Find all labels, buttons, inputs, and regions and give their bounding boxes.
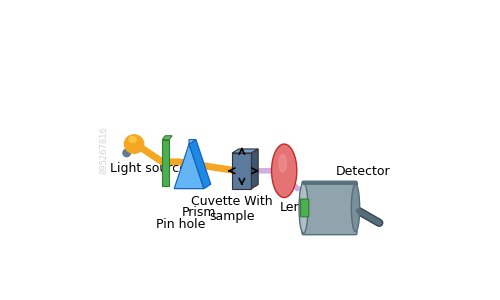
FancyBboxPatch shape: [302, 181, 357, 235]
Polygon shape: [252, 149, 258, 189]
Polygon shape: [162, 140, 169, 186]
Text: Cuvette With
sample: Cuvette With sample: [192, 195, 273, 223]
Polygon shape: [162, 136, 172, 140]
Text: 895267816: 895267816: [100, 126, 109, 174]
Polygon shape: [232, 153, 252, 189]
Polygon shape: [189, 140, 196, 144]
Text: Prism: Prism: [182, 206, 216, 220]
Text: Pin hole: Pin hole: [156, 218, 206, 231]
Ellipse shape: [129, 136, 136, 142]
Ellipse shape: [352, 184, 360, 232]
Polygon shape: [189, 140, 211, 189]
Text: Light source: Light source: [110, 162, 187, 175]
Text: Lense: Lense: [280, 200, 316, 214]
Ellipse shape: [124, 135, 144, 153]
Ellipse shape: [123, 149, 130, 157]
Ellipse shape: [299, 183, 308, 233]
Ellipse shape: [279, 154, 286, 172]
Polygon shape: [232, 149, 258, 153]
FancyBboxPatch shape: [300, 199, 309, 217]
Ellipse shape: [272, 144, 297, 198]
Text: Detector: Detector: [336, 165, 391, 178]
Polygon shape: [174, 144, 204, 189]
